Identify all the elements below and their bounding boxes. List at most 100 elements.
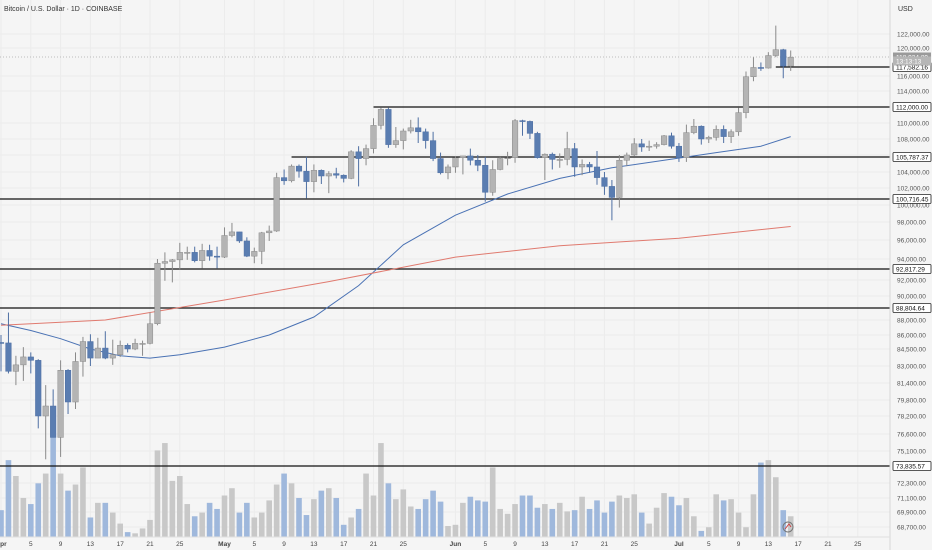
candle[interactable] xyxy=(690,119,697,135)
candle[interactable] xyxy=(757,62,764,71)
candle[interactable] xyxy=(571,143,578,177)
candle[interactable] xyxy=(601,172,608,195)
candle[interactable] xyxy=(146,312,154,345)
candle[interactable] xyxy=(631,138,638,156)
candle[interactable] xyxy=(102,331,109,360)
candle[interactable] xyxy=(534,131,541,159)
candle[interactable] xyxy=(713,125,720,141)
candle[interactable] xyxy=(616,155,623,208)
candle[interactable] xyxy=(333,167,340,179)
candle[interactable] xyxy=(221,227,228,259)
candle[interactable] xyxy=(266,225,273,241)
candle[interactable] xyxy=(35,359,42,429)
candle[interactable] xyxy=(579,159,586,176)
candle[interactable] xyxy=(87,334,94,366)
candle[interactable] xyxy=(139,340,146,356)
candle[interactable] xyxy=(415,117,422,143)
candle[interactable] xyxy=(430,131,437,162)
candle[interactable] xyxy=(392,127,399,148)
candle[interactable] xyxy=(541,153,548,180)
candle[interactable] xyxy=(593,151,601,185)
candle[interactable] xyxy=(0,335,5,372)
candle[interactable] xyxy=(742,71,750,119)
candle[interactable] xyxy=(50,389,57,438)
candle[interactable] xyxy=(303,156,310,199)
candle[interactable] xyxy=(273,172,280,232)
candle[interactable] xyxy=(385,107,392,148)
candle[interactable] xyxy=(20,347,27,381)
candle[interactable] xyxy=(42,385,49,460)
candle[interactable] xyxy=(735,107,742,136)
candle[interactable] xyxy=(5,312,12,374)
candle[interactable] xyxy=(787,50,794,71)
replay-icon[interactable] xyxy=(782,521,794,533)
candle[interactable] xyxy=(109,339,116,365)
candle[interactable] xyxy=(698,125,705,145)
candle[interactable] xyxy=(482,156,489,202)
candle[interactable] xyxy=(549,152,556,170)
candle[interactable] xyxy=(12,355,19,386)
candle[interactable] xyxy=(668,132,675,149)
candle[interactable] xyxy=(519,119,526,136)
candle[interactable] xyxy=(452,155,459,173)
candle[interactable] xyxy=(206,244,213,261)
candle[interactable] xyxy=(72,352,79,409)
candle[interactable] xyxy=(57,360,64,457)
candle[interactable] xyxy=(422,128,429,149)
candle[interactable] xyxy=(318,169,325,184)
currency-label[interactable]: USD xyxy=(898,6,913,13)
candle[interactable] xyxy=(765,52,772,69)
candle[interactable] xyxy=(258,231,265,265)
candle[interactable] xyxy=(564,131,571,166)
candle[interactable] xyxy=(288,164,295,183)
candle[interactable] xyxy=(526,120,534,139)
candle[interactable] xyxy=(400,128,407,150)
candle[interactable] xyxy=(683,124,690,162)
candle[interactable] xyxy=(675,143,683,162)
candle[interactable] xyxy=(281,169,288,185)
candle[interactable] xyxy=(348,150,355,180)
candle[interactable] xyxy=(184,246,191,260)
candle[interactable] xyxy=(310,164,317,193)
candle[interactable] xyxy=(117,340,124,357)
candle[interactable] xyxy=(199,243,206,269)
candle[interactable] xyxy=(295,164,303,178)
candle[interactable] xyxy=(94,337,101,359)
price-axis-panel[interactable] xyxy=(890,0,932,550)
candle[interactable] xyxy=(176,242,183,270)
candle[interactable] xyxy=(370,118,377,154)
candle[interactable] xyxy=(497,156,504,171)
candle[interactable] xyxy=(489,160,496,196)
candle[interactable] xyxy=(705,135,712,143)
candle[interactable] xyxy=(228,222,235,238)
candle[interactable] xyxy=(512,119,519,163)
candle[interactable] xyxy=(377,107,384,130)
candle[interactable] xyxy=(132,338,139,351)
candle[interactable] xyxy=(355,146,362,187)
candle[interactable] xyxy=(214,246,221,269)
candle[interactable] xyxy=(169,259,176,283)
candle[interactable] xyxy=(504,151,511,166)
candle[interactable] xyxy=(65,369,72,414)
candle[interactable] xyxy=(661,135,668,146)
candle[interactable] xyxy=(638,139,645,152)
candle[interactable] xyxy=(236,231,243,243)
candle[interactable] xyxy=(191,246,198,263)
candle[interactable] xyxy=(653,142,660,149)
candle[interactable] xyxy=(363,144,370,166)
candle[interactable] xyxy=(608,180,615,221)
candle[interactable] xyxy=(623,152,630,167)
candle[interactable] xyxy=(467,148,474,166)
candle[interactable] xyxy=(780,48,787,79)
candle[interactable] xyxy=(646,140,653,151)
candle[interactable] xyxy=(474,155,481,172)
candle[interactable] xyxy=(437,152,444,175)
candle[interactable] xyxy=(161,252,168,281)
candle[interactable] xyxy=(720,125,727,143)
candle[interactable] xyxy=(459,155,466,175)
candlestick-series[interactable] xyxy=(0,25,794,460)
candle[interactable] xyxy=(154,259,161,326)
candle[interactable] xyxy=(251,247,258,264)
candle[interactable] xyxy=(407,119,414,134)
